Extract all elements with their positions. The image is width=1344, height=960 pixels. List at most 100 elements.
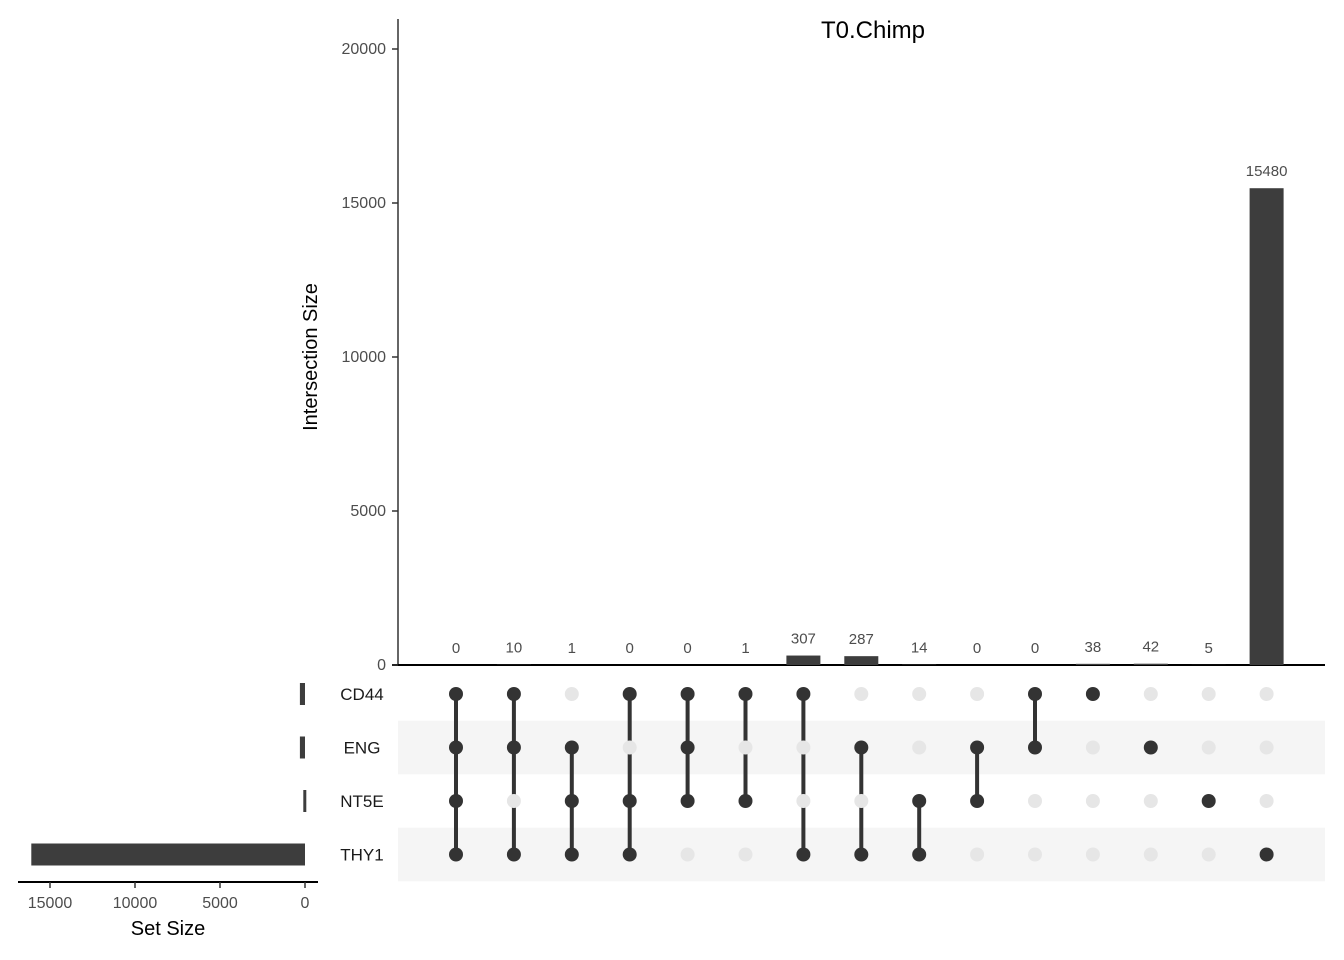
bar-value-label: 0	[452, 640, 460, 657]
matrix-dot-active	[506, 847, 521, 862]
matrix-dot-active	[1028, 740, 1042, 755]
set-size-bar	[31, 843, 306, 866]
matrix-dot-inactive	[1259, 740, 1274, 755]
set-size-bar	[299, 683, 305, 705]
set-size-panel: CD44 ENG NT5E THY1 15000 10000 5000 0	[18, 683, 384, 912]
matrix-dot-active	[1201, 794, 1216, 808]
bar-value-label: 5	[1205, 640, 1213, 657]
matrix-dot-active	[564, 794, 579, 808]
matrix-dot-active	[449, 794, 463, 808]
intersection-bar	[1249, 188, 1284, 665]
matrix-dot-inactive	[912, 687, 927, 701]
matrix-dot-active	[622, 687, 637, 701]
bar-value-label: 38	[1085, 639, 1102, 656]
matrix-dot-inactive	[506, 794, 521, 808]
matrix-dot-active	[622, 847, 637, 862]
set-size-tick-label: 0	[301, 895, 310, 912]
matrix-dot-inactive	[1143, 687, 1158, 701]
bar-value-label: 14	[911, 640, 928, 657]
y-tick-label: 10000	[342, 349, 387, 366]
matrix-dot-inactive	[680, 847, 695, 862]
bar-value-label: 42	[1142, 639, 1159, 656]
matrix-dot-active	[912, 847, 927, 862]
matrix-dot-inactive	[1028, 847, 1042, 862]
matrix-dot-active	[1028, 687, 1042, 701]
set-size-tick-label: 15000	[28, 895, 73, 912]
set-label: NT5E	[340, 792, 383, 811]
set-label: THY1	[340, 846, 383, 865]
set-size-tick-label: 10000	[113, 895, 158, 912]
matrix-dot-active	[796, 847, 811, 862]
matrix-dot-active	[622, 794, 637, 808]
bar-value-label: 0	[973, 640, 981, 657]
matrix-dot-inactive	[912, 740, 927, 755]
matrix-dot-inactive	[854, 687, 869, 701]
intersection-bar	[844, 656, 879, 665]
matrix-dot-inactive	[1028, 794, 1042, 808]
intersection-bar	[1133, 663, 1168, 665]
matrix-dot-active	[506, 687, 521, 701]
matrix-dot-active	[854, 847, 869, 862]
bar-value-label: 1	[568, 640, 576, 657]
matrix-dot-inactive	[1143, 794, 1158, 808]
matrix-dot-active	[796, 687, 811, 701]
matrix-dot-inactive	[1201, 687, 1216, 701]
matrix-dot-inactive	[738, 847, 753, 862]
bar-value-label: 307	[791, 631, 816, 648]
matrix-dot-active	[564, 847, 579, 862]
intersection-bar	[1075, 663, 1110, 665]
matrix-dot-inactive	[1085, 847, 1100, 862]
matrix-dot-inactive	[854, 794, 869, 808]
matrix-dot-inactive	[622, 740, 637, 755]
matrix-dot-active	[1259, 847, 1274, 862]
y-tick-label: 20000	[342, 41, 387, 58]
matrix-dot-inactive	[1201, 740, 1216, 755]
matrix-dot-inactive	[564, 687, 579, 701]
bar-value-label: 10	[506, 640, 523, 657]
matrix-dot-active	[970, 740, 985, 755]
matrix-dot-active	[680, 687, 695, 701]
y-tick-label: 0	[377, 657, 386, 674]
matrix-dot-active	[449, 740, 463, 755]
intersection-matrix	[449, 687, 1274, 862]
matrix-dot-active	[1085, 687, 1100, 701]
set-size-axis-title: Set Size	[131, 918, 205, 940]
y-tick-label: 15000	[342, 195, 387, 212]
matrix-dot-inactive	[1201, 847, 1216, 862]
bar-value-label: 1	[741, 640, 749, 657]
bar-value-label: 0	[683, 640, 691, 657]
matrix-dot-inactive	[970, 847, 985, 862]
matrix-dot-active	[680, 794, 695, 808]
y-tick-label: 5000	[350, 503, 386, 520]
set-label: ENG	[344, 739, 381, 758]
matrix-dot-inactive	[796, 794, 811, 808]
matrix-dot-inactive	[1259, 794, 1274, 808]
matrix-dot-active	[738, 687, 753, 701]
intersection-bar	[786, 655, 821, 665]
matrix-dot-active	[449, 687, 463, 701]
set-size-bar	[299, 736, 305, 759]
bar-value-label: 0	[626, 640, 634, 657]
matrix-dot-inactive	[970, 687, 985, 701]
matrix-dot-inactive	[1085, 794, 1100, 808]
set-label: CD44	[340, 685, 383, 704]
matrix-dot-active	[680, 740, 695, 755]
matrix-dot-active	[449, 847, 463, 862]
matrix-dot-active	[1143, 740, 1158, 755]
y-axis-title: Intersection Size	[300, 283, 322, 431]
matrix-dot-active	[738, 794, 753, 808]
matrix-dot-inactive	[1143, 847, 1158, 862]
matrix-dot-active	[912, 794, 927, 808]
bar-value-label: 15480	[1246, 163, 1288, 180]
bar-value-label: 287	[849, 631, 874, 648]
matrix-dot-inactive	[738, 740, 753, 755]
matrix-dot-inactive	[1085, 740, 1100, 755]
set-size-tick-label: 5000	[202, 895, 238, 912]
matrix-dot-active	[854, 740, 869, 755]
matrix-dot-inactive	[1259, 687, 1274, 701]
matrix-dot-active	[970, 794, 985, 808]
chart-title: T0.Chimp	[821, 17, 925, 44]
